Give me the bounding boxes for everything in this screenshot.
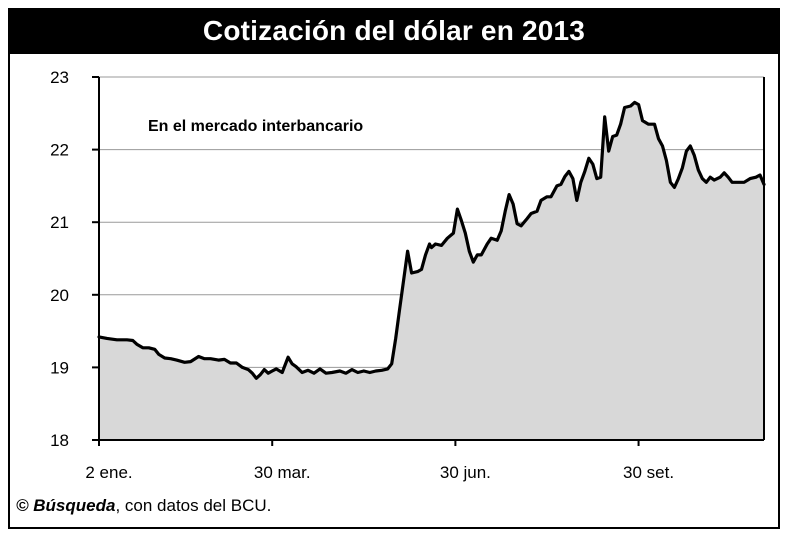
series-line (97, 100, 766, 380)
source-credit: © Búsqueda, con datos del BCU. (16, 496, 271, 516)
x-tick-label: 30 set. (623, 463, 674, 482)
y-tick-label: 22 (50, 141, 69, 160)
y-tick-label: 19 (50, 358, 69, 377)
copyright-symbol: © (16, 496, 29, 515)
x-ticks: 2 ene. 30 mar. 30 jun. 30 set. (85, 440, 674, 482)
credit-source: Búsqueda (33, 496, 116, 515)
y-tick-label: 23 (50, 68, 69, 87)
chart-annotation: En el mercado interbancario (148, 118, 363, 135)
credit-rest: , con datos del BCU. (115, 496, 272, 515)
y-tick-label: 20 (50, 286, 69, 305)
series-area-fill (99, 102, 764, 441)
x-tick-label: 30 mar. (254, 463, 311, 482)
x-tick-label: 2 ene. (85, 463, 132, 482)
chart-title: Cotización del dólar en 2013 (8, 8, 780, 54)
y-tick-label: 18 (50, 431, 69, 450)
y-tick-label: 21 (50, 213, 69, 232)
y-ticks: 18 19 20 21 22 23 (50, 68, 99, 450)
x-tick-label: 30 jun. (440, 463, 491, 482)
